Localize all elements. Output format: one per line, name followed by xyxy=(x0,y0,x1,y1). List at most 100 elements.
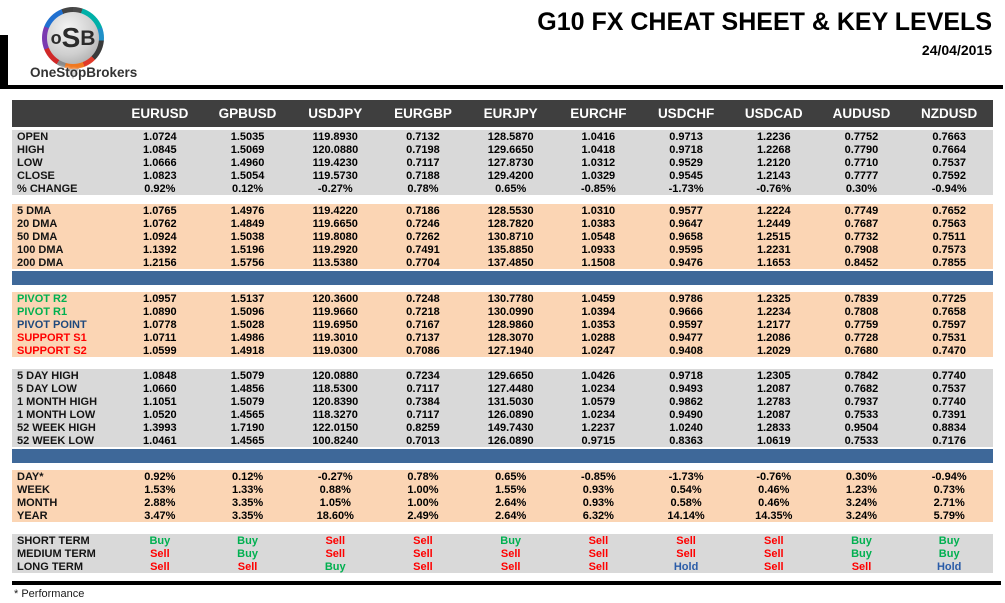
value-cell: 0.7137 xyxy=(406,331,440,344)
value-cell: 127.4480 xyxy=(487,382,534,395)
column-header-gpbusd: GPBUSD xyxy=(218,106,277,121)
left-edge-mark xyxy=(0,35,8,88)
value-cell: 0.73% xyxy=(933,483,965,496)
table-row: 52 WEEK HIGH 1.3993 1.7190 122.0150 0.8259 14… xyxy=(12,421,993,434)
value-cell: 1.0890 xyxy=(143,305,177,318)
column-header-nzdusd: NZDUSD xyxy=(921,106,978,121)
value-cell: 118.3270 xyxy=(312,408,358,421)
value-cell: 2.71% xyxy=(933,496,965,509)
table-row: 5 DAY LOW 1.0660 1.4856 118.5300 0.7117 127.4… xyxy=(12,382,993,395)
table-row: 50 DMA 1.0924 1.5038 119.8080 0.7262 130.8710… xyxy=(12,230,993,243)
value-cell: 1.0666 xyxy=(143,156,177,169)
row-label: SUPPORT S1 xyxy=(17,331,87,344)
value-cell: Sell xyxy=(763,547,784,560)
value-cell: 120.3600 xyxy=(312,292,359,305)
section-ohlc: OPEN 1.0724 1.5035 119.8930 0.7132 128.5870 1.… xyxy=(12,130,993,195)
row-label: HIGH xyxy=(17,143,45,156)
value-cell: 0.9529 xyxy=(669,156,703,169)
value-cell: 1.0461 xyxy=(143,434,177,447)
value-cell: -0.94% xyxy=(931,470,967,483)
value-cell: 1.3993 xyxy=(143,421,177,434)
value-cell: 1.0247 xyxy=(581,344,616,357)
value-cell: 1.0548 xyxy=(581,230,616,243)
value-cell: 0.7198 xyxy=(406,143,440,156)
value-cell: 0.9493 xyxy=(669,382,703,395)
value-cell: 0.9715 xyxy=(581,434,616,447)
footer-divider xyxy=(12,581,1001,585)
value-cell: 0.78% xyxy=(407,182,439,195)
value-cell: 1.2029 xyxy=(756,344,791,357)
value-cell: 0.88% xyxy=(319,483,351,496)
value-cell: 0.9476 xyxy=(669,256,703,269)
row-label: PIVOT R1 xyxy=(17,305,68,318)
value-cell: 0.9577 xyxy=(669,204,703,217)
value-cell: 0.7086 xyxy=(406,344,440,357)
row-label: 5 DAY LOW xyxy=(17,382,77,395)
value-cell: 1.2087 xyxy=(756,382,791,395)
row-label: 1 MONTH HIGH xyxy=(17,395,98,408)
value-cell: 0.8363 xyxy=(669,434,703,447)
value-cell: 0.7511 xyxy=(932,230,966,243)
value-cell: 1.4856 xyxy=(230,382,265,395)
value-cell: 1.2177 xyxy=(756,318,791,331)
value-cell: 113.5380 xyxy=(312,256,358,269)
value-cell: 1.2224 xyxy=(756,204,791,217)
value-cell: 128.9860 xyxy=(487,318,534,331)
value-cell: 1.4918 xyxy=(230,344,265,357)
value-cell: 1.2305 xyxy=(756,369,791,382)
value-cell: 0.7248 xyxy=(406,292,440,305)
title-block: G10 FX CHEAT SHEET & KEY LEVELS 24/04/20… xyxy=(537,8,992,58)
value-cell: 0.7652 xyxy=(932,204,966,217)
value-cell: 0.58% xyxy=(670,496,702,509)
value-cell: 1.2449 xyxy=(756,217,791,230)
table-row: MEDIUM TERM Sell Buy Sell Sell Sell Sell Sell Se… xyxy=(12,547,993,560)
value-cell: 1.0762 xyxy=(143,217,177,230)
value-cell: Sell xyxy=(413,560,433,573)
value-cell: 0.9718 xyxy=(669,143,703,156)
column-header-eurusd: EURUSD xyxy=(131,106,189,121)
value-cell: 1.2833 xyxy=(756,421,791,434)
value-cell: 0.7167 xyxy=(406,318,440,331)
value-cell: 1.0520 xyxy=(143,408,177,421)
value-cell: 3.24% xyxy=(845,496,878,509)
value-cell: 0.65% xyxy=(495,470,527,483)
value-cell: 1.4976 xyxy=(230,204,265,217)
row-label: 5 DMA xyxy=(17,204,52,217)
value-cell: 1.2325 xyxy=(756,292,791,305)
value-cell: 1.5096 xyxy=(230,305,265,318)
value-cell: 1.53% xyxy=(144,483,176,496)
value-cell: 0.9786 xyxy=(669,292,703,305)
value-cell: 119.4220 xyxy=(312,204,358,217)
table-header-row: EURUSD GPBUSD USDJPY EURGBP EURJPY EURCHF USDC… xyxy=(12,100,993,127)
value-cell: 1.0599 xyxy=(143,344,177,357)
value-cell: 1.0310 xyxy=(581,204,616,217)
value-cell: Buy xyxy=(500,534,522,547)
value-cell: 14.35% xyxy=(755,509,793,522)
header-divider xyxy=(0,85,1003,89)
value-cell: 149.7430 xyxy=(487,421,534,434)
value-cell: 1.5137 xyxy=(230,292,265,305)
value-cell: 0.7531 xyxy=(932,331,966,344)
value-cell: 128.5530 xyxy=(487,204,534,217)
value-cell: Sell xyxy=(325,547,346,560)
value-cell: 130.0990 xyxy=(487,305,534,318)
row-label: LONG TERM xyxy=(17,560,83,573)
value-cell: 0.7777 xyxy=(844,169,879,182)
value-cell: 0.78% xyxy=(407,470,439,483)
value-cell: 5.79% xyxy=(933,509,965,522)
value-cell: 0.9713 xyxy=(669,130,703,143)
value-cell: 1.0459 xyxy=(581,292,616,305)
value-cell: 0.7658 xyxy=(932,305,966,318)
value-cell: 1.5756 xyxy=(230,256,265,269)
value-cell: 122.0150 xyxy=(312,421,359,434)
value-cell: 128.7820 xyxy=(487,217,534,230)
value-cell: Sell xyxy=(588,547,609,560)
row-label: PIVOT POINT xyxy=(17,318,87,331)
section-ranges: 5 DAY HIGH 1.0848 1.5079 120.0880 0.7234 129.… xyxy=(12,369,993,447)
value-cell: 1.0234 xyxy=(581,408,616,421)
value-cell: 1.4849 xyxy=(230,217,265,230)
value-cell: 119.9660 xyxy=(312,305,358,318)
value-cell: 0.9862 xyxy=(669,395,703,408)
value-cell: 1.2087 xyxy=(756,408,791,421)
value-cell: 1.7190 xyxy=(230,421,265,434)
